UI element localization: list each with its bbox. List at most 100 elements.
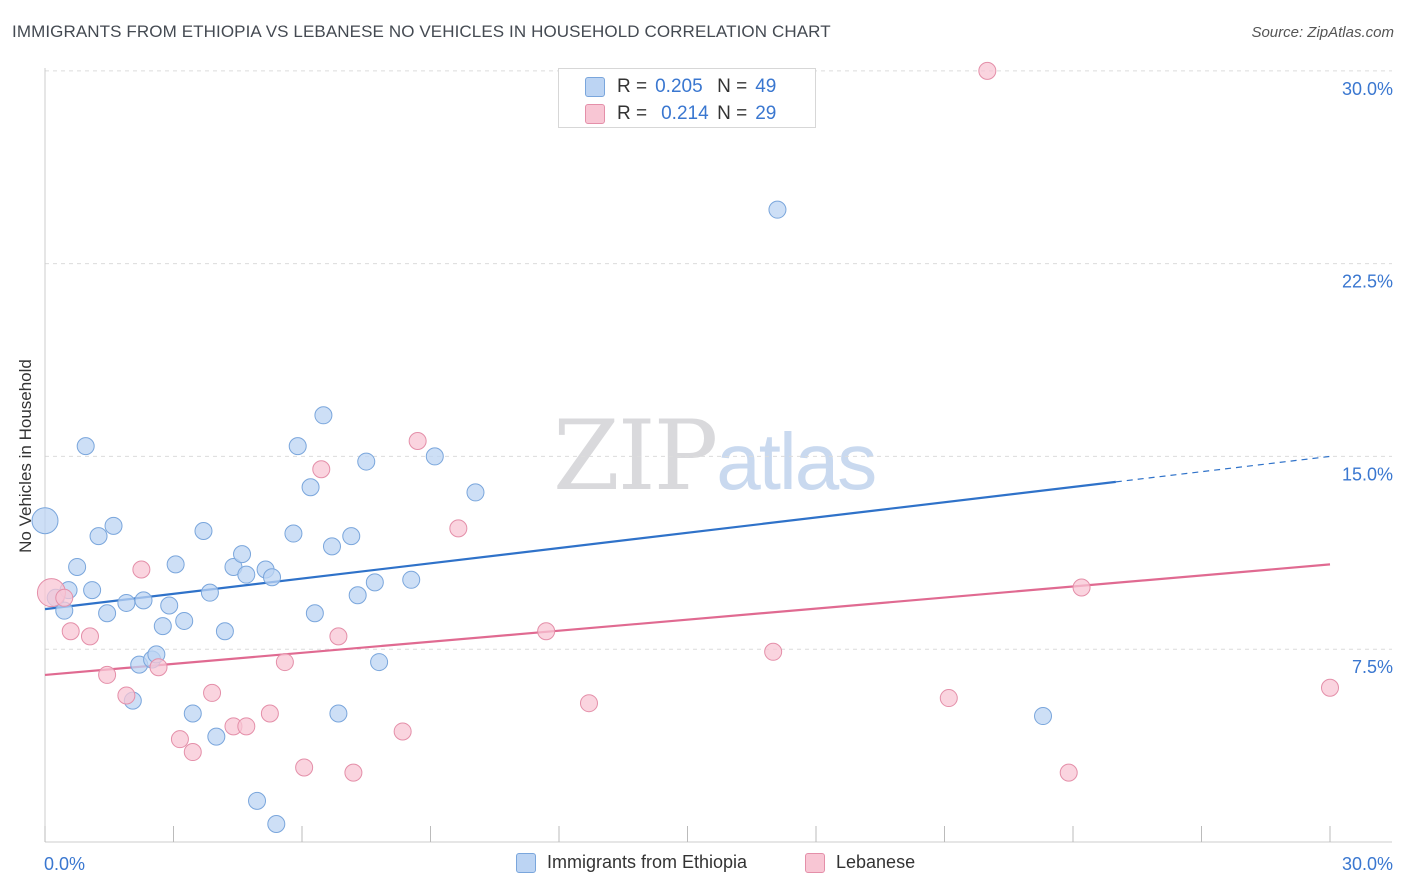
legend-item-ethiopia[interactable]: Immigrants from Ethiopia [516,852,747,873]
point-lebanese [61,622,80,641]
point-ethiopia [466,483,485,502]
point-lebanese [579,694,598,713]
point-ethiopia [237,565,256,584]
point-ethiopia [357,452,376,471]
legend-n-value: 49 [755,76,777,97]
point-lebanese [329,627,348,646]
point-ethiopia [134,591,153,610]
point-lebanese [295,758,314,777]
point-ethiopia [175,611,194,630]
point-lebanese [978,61,997,80]
point-lebanese [80,627,99,646]
point-ethiopia [31,507,59,535]
point-lebanese [537,622,556,641]
point-ethiopia [342,527,361,546]
point-ethiopia [98,604,117,623]
watermark-zip: ZIP [553,400,718,512]
y-tick-label: 30.0% [1342,79,1393,99]
point-ethiopia [288,437,307,456]
point-lebanese [1059,763,1078,782]
point-lebanese [939,689,958,708]
point-ethiopia [301,478,320,497]
series-legend: Immigrants from Ethiopia Lebanese [0,852,1406,878]
point-ethiopia [76,437,95,456]
y-tick-label: 22.5% [1342,272,1393,292]
point-ethiopia [166,555,185,574]
legend-swatch-lebanese [585,104,605,124]
point-lebanese [393,722,412,741]
point-ethiopia [117,593,136,612]
point-lebanese [764,642,783,661]
legend-label-lebanese: Lebanese [836,852,916,872]
legend-row-ethiopia: R = 0.205 N = 49 [585,76,776,98]
point-ethiopia [322,537,341,556]
point-ethiopia [1034,707,1053,726]
point-ethiopia [89,527,108,546]
point-ethiopia [267,815,286,834]
legend-swatch-ethiopia [516,852,536,873]
point-lebanese [408,432,427,451]
point-ethiopia [314,406,333,425]
watermark-atlas: atlas [716,417,877,506]
x-tick-label: 0.0% [44,854,85,874]
point-lebanese [132,560,151,579]
trend-line-lebanese [44,563,1331,677]
point-ethiopia [284,524,303,543]
point-ethiopia [370,653,389,672]
point-ethiopia [248,791,267,810]
point-lebanese [344,763,363,782]
x-tick-label: 30.0% [1342,854,1393,874]
chart-title: IMMIGRANTS FROM ETHIOPIA VS LEBANESE NO … [12,22,831,41]
trend-line-ethiopia-extension [1115,455,1331,483]
point-ethiopia [305,604,324,623]
point-ethiopia [68,557,87,576]
source-credit: Source: ZipAtlas.com [1251,24,1394,41]
legend-row-lebanese: R = 0.214 N = 29 [585,103,776,125]
point-lebanese [237,717,256,736]
point-lebanese [183,743,202,762]
point-lebanese [170,730,189,749]
point-lebanese [260,704,279,723]
point-ethiopia [207,727,226,746]
legend-swatch-lebanese [805,852,825,873]
point-ethiopia [83,581,102,600]
point-lebanese [98,665,117,684]
correlation-legend: R = 0.205 N = 49 R = 0.214 N = 29 [558,68,816,128]
legend-r-label: R = [617,103,648,124]
point-ethiopia [768,200,787,219]
point-ethiopia [233,545,252,564]
point-lebanese [1321,678,1339,697]
legend-swatch-ethiopia [585,77,605,97]
y-tick-label: 7.5% [1352,657,1393,677]
legend-n-value: 29 [755,103,777,124]
legend-n-label: N = [717,103,748,124]
legend-r-label: R = [617,76,648,97]
point-ethiopia [160,596,179,615]
legend-r-value: 0.214 [661,103,709,124]
point-ethiopia [263,568,282,587]
point-ethiopia [365,573,384,592]
point-lebanese [149,658,168,677]
legend-item-lebanese[interactable]: Lebanese [805,852,915,873]
point-ethiopia [153,617,172,636]
point-ethiopia [194,521,213,540]
point-ethiopia [200,583,219,602]
point-lebanese [203,683,222,702]
point-lebanese [312,460,331,479]
point-ethiopia [215,622,234,641]
point-lebanese [275,653,294,672]
y-tick-label: 15.0% [1342,464,1393,484]
legend-label-ethiopia: Immigrants from Ethiopia [547,852,748,872]
point-ethiopia [104,516,123,535]
point-ethiopia [348,586,367,605]
point-ethiopia [425,447,444,466]
point-lebanese [55,588,74,607]
point-ethiopia [402,570,421,589]
point-ethiopia [329,704,348,723]
legend-r-value: 0.205 [655,76,703,97]
point-lebanese [1072,578,1091,597]
watermark: ZIPatlas [553,400,877,512]
point-lebanese [449,519,468,538]
trend-line-ethiopia [44,480,1116,611]
